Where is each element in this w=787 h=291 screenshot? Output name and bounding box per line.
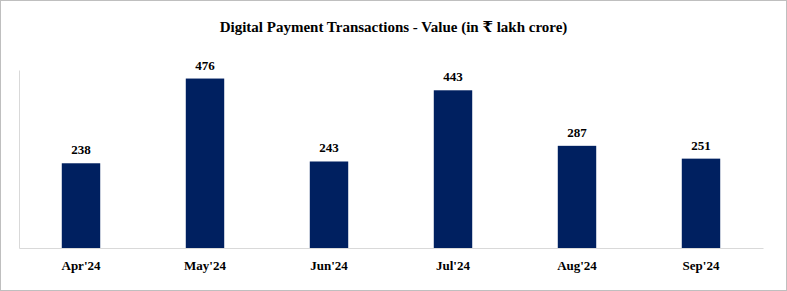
- frame: [1, 1, 787, 291]
- x-axis: Apr'24 May'24 Jun'24 Jul'24 Aug'24 Sep'24: [20, 249, 764, 274]
- bar: [310, 161, 348, 248]
- title: Digital Payment Transactions - Value (in…: [220, 19, 568, 36]
- x-tick-label: Jul'24: [436, 258, 470, 273]
- y-axis: [19, 71, 20, 249]
- x-tick-label: Sep'24: [683, 258, 720, 273]
- data-label: 251: [691, 138, 711, 153]
- data-label: 243: [319, 140, 339, 155]
- chart: Digital Payment Transactions - Value (in…: [0, 0, 787, 291]
- bar: [62, 163, 100, 248]
- bar: [558, 146, 596, 248]
- data-label: 443: [443, 69, 463, 84]
- x-tick: Jul'24: [436, 258, 470, 273]
- data-labels: 238 476 243 443 287 251: [71, 58, 711, 158]
- plot: Apr'24 May'24 Jun'24 Jul'24 Aug'24 Sep'24 238 4…: [20, 58, 764, 274]
- x-tick-label: Apr'24: [62, 258, 102, 273]
- x-tick: Sep'24: [683, 258, 720, 273]
- x-tick-label: Aug'24: [557, 258, 597, 273]
- x-tick: Apr'24: [62, 258, 102, 273]
- bar: [682, 159, 720, 248]
- x-tick: May'24: [184, 258, 226, 273]
- x-tick: Aug'24: [557, 258, 597, 273]
- x-tick-label: Jun'24: [310, 258, 348, 273]
- bar: [186, 79, 224, 248]
- data-label: 476: [195, 58, 215, 73]
- x-tick: Jun'24: [310, 258, 348, 273]
- data-label: 287: [567, 125, 587, 140]
- bars: [62, 79, 720, 248]
- bar: [434, 90, 472, 248]
- y-axis-line: [19, 71, 20, 249]
- data-label: 238: [71, 142, 91, 157]
- x-tick-label: May'24: [184, 258, 226, 273]
- x-axis-line: [20, 248, 764, 249]
